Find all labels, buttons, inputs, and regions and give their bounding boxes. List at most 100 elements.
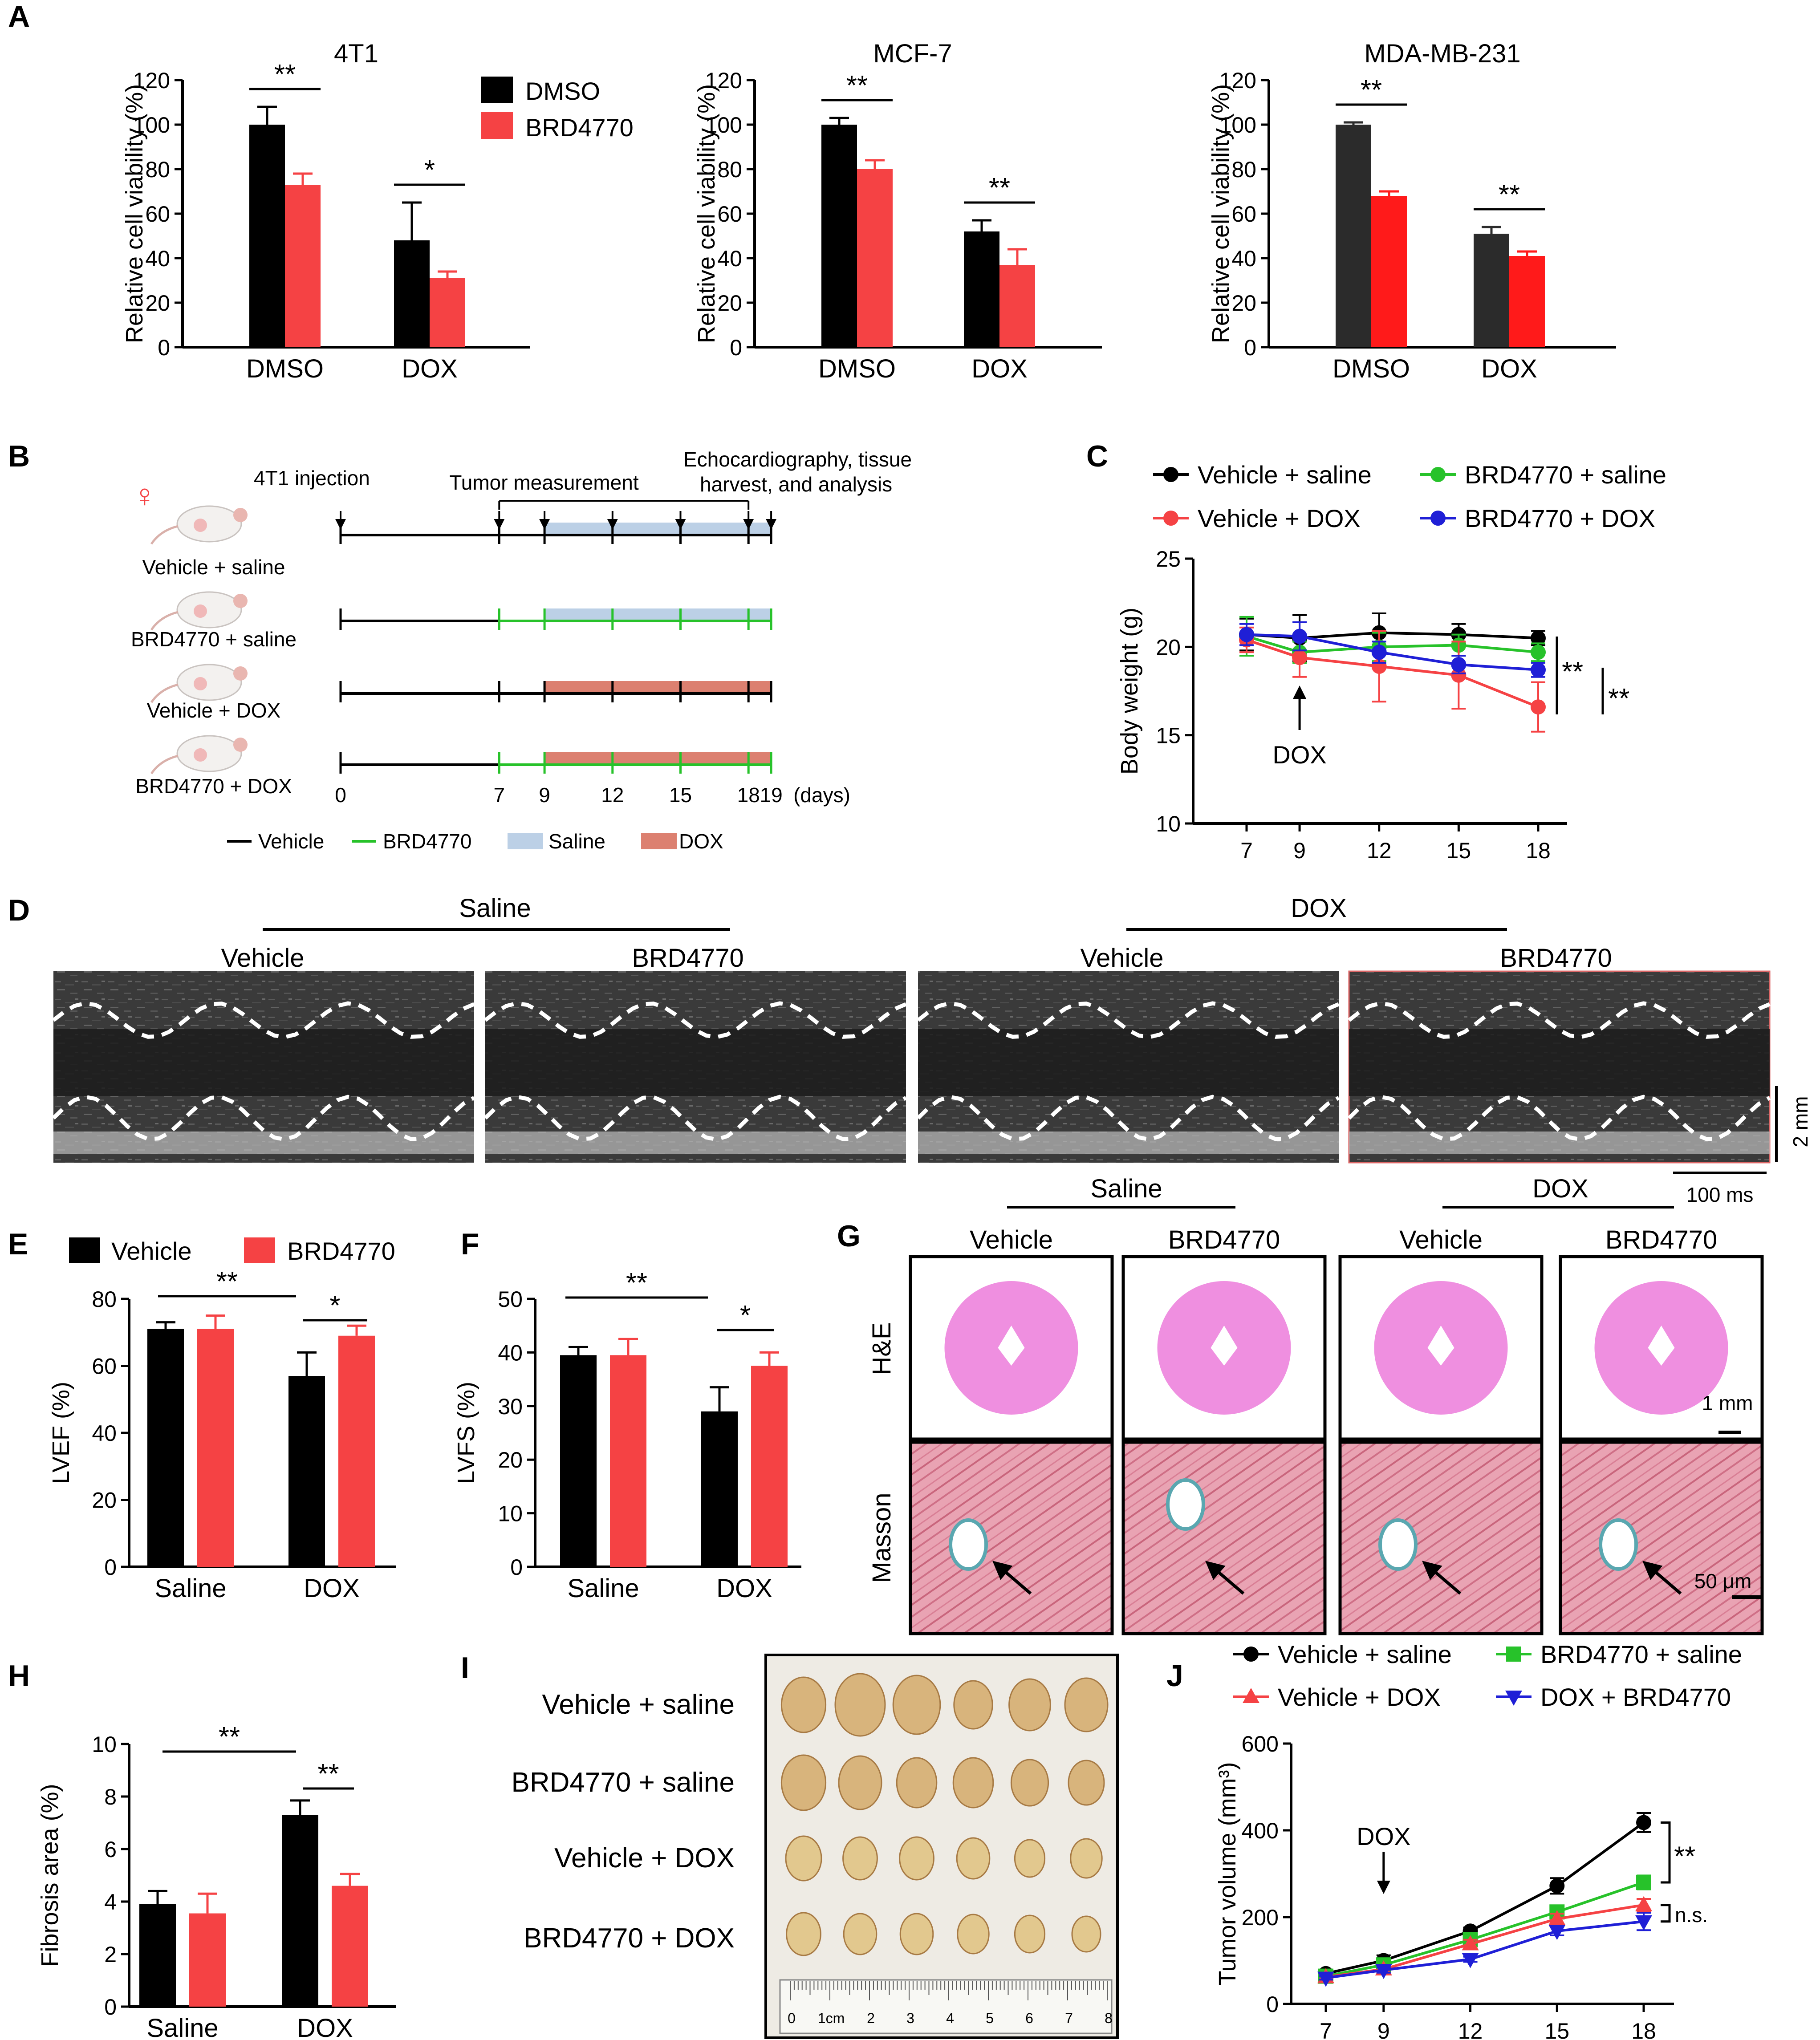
scale-label-1mm: 1 mm xyxy=(1702,1391,1753,1415)
day-label: 7 xyxy=(494,783,505,807)
x-category-label: DOX xyxy=(716,1574,772,1603)
mouse-tail-icon xyxy=(150,611,179,631)
data-point xyxy=(1462,1953,1479,1968)
bar-dmso xyxy=(249,125,285,347)
vessel-fibrosis xyxy=(1378,1518,1418,1571)
y-axis-label: Relative cell viability (%) xyxy=(121,84,148,343)
injection-label: 4T1 injection xyxy=(254,466,370,490)
data-point xyxy=(1292,629,1308,644)
data-point xyxy=(1635,1915,1652,1930)
tumor-sample xyxy=(780,1676,827,1733)
mouse-ear-icon xyxy=(233,666,248,681)
endocardial-border-bottom xyxy=(916,1095,1340,1142)
echo-image-label: BRD4770 xyxy=(1500,944,1612,973)
tumor-sample xyxy=(899,1836,934,1881)
series-line-brd4770-dox xyxy=(1246,633,1539,671)
data-point xyxy=(1375,1963,1392,1979)
ruler-label: 3 xyxy=(906,2010,914,2026)
y-tick-label: 4 xyxy=(104,1890,117,1914)
tumor-sample xyxy=(1008,1678,1051,1732)
x-tick-label: 12 xyxy=(1367,838,1392,863)
column-label: Vehicle xyxy=(1399,1225,1483,1254)
x-category-label: DMSO xyxy=(818,354,896,383)
vessel-fibrosis xyxy=(1599,1518,1638,1571)
bar-brd4770 xyxy=(1371,196,1407,347)
legend-label-dox-brd4770: DOX + BRD4770 xyxy=(1540,1683,1731,1711)
data-point xyxy=(1636,1815,1651,1830)
ruler-label: 5 xyxy=(986,2010,994,2026)
y-tick-label: 0 xyxy=(1266,1992,1279,2017)
ventricle-lumen xyxy=(998,1326,1025,1366)
y-tick-label: 2 xyxy=(104,1942,117,1967)
female-symbol-icon: ♀ xyxy=(133,478,157,514)
tumor-sample xyxy=(1070,1838,1103,1879)
echo-label-line-2: harvest, and analysis xyxy=(700,473,892,496)
y-tick-label: 0 xyxy=(104,1995,117,2020)
bar-dmso xyxy=(1336,125,1371,347)
x-tick-label: 15 xyxy=(1544,2019,1569,2040)
legend-label-brd4770-saline: BRD4770 + saline xyxy=(1540,1640,1742,1668)
significance-label: * xyxy=(329,1290,340,1321)
x-category-label: Saline xyxy=(567,1574,639,1603)
bar-vehicle xyxy=(147,1329,184,1567)
y-tick-label: 60 xyxy=(1231,202,1256,227)
saline-bar xyxy=(544,523,772,534)
legend-label-brd4770-saline: BRD4770 + saline xyxy=(1465,461,1666,489)
fibrosis-arrow xyxy=(1205,1561,1245,1595)
significance-label: ** xyxy=(1562,657,1583,687)
chart-e-lvef: Vehicle BRD4770 0 20 40 60 80 LVEF (%) Saline DOX… xyxy=(48,1237,396,1603)
bar-brd4770 xyxy=(338,1335,375,1567)
group-label-saline: Saline xyxy=(459,894,531,923)
scale-label-2mm: 2 mm xyxy=(1789,1096,1812,1148)
legend-swatch-dmso xyxy=(481,77,513,103)
tumor-sample xyxy=(843,1913,878,1955)
x-tick-label: 7 xyxy=(1240,838,1253,863)
endocardial-border-bottom xyxy=(1347,1095,1771,1142)
bar-dmso xyxy=(1474,234,1509,347)
legend-swatch-dox xyxy=(641,833,677,849)
ventricle-lumen xyxy=(1211,1326,1238,1366)
y-tick-label: 40 xyxy=(717,246,742,271)
group-label: BRD4770 + saline xyxy=(131,628,297,651)
significance-label: * xyxy=(740,1300,751,1331)
panel-label-f: F xyxy=(461,1227,479,1261)
y-tick-label: 0 xyxy=(730,335,742,360)
masson-image xyxy=(1121,1440,1327,1635)
y-tick-label: 40 xyxy=(498,1340,523,1365)
tumor-row-label: BRD4770 + saline xyxy=(512,1767,735,1798)
y-tick-label: 30 xyxy=(498,1394,523,1419)
echo-chamber xyxy=(1349,1029,1770,1096)
y-tick-label: 20 xyxy=(92,1488,117,1513)
significance-label: ** xyxy=(1361,75,1382,105)
bar-vehicle xyxy=(560,1355,597,1567)
data-point xyxy=(1292,650,1308,665)
data-point xyxy=(1506,1647,1521,1662)
mouse-icon xyxy=(176,505,242,543)
tumor-sample xyxy=(1071,1915,1101,1953)
y-tick-label: 20 xyxy=(1231,291,1256,316)
x-category-label: Saline xyxy=(146,2014,218,2040)
echo-wall xyxy=(53,1132,474,1154)
echo-wall xyxy=(918,1132,1339,1154)
echo-chamber xyxy=(918,1029,1339,1096)
ruler-label: 0 xyxy=(788,2010,796,2026)
panel-label-b: B xyxy=(8,439,30,473)
group-label-dox: DOX xyxy=(1291,894,1347,923)
bar-brd4770 xyxy=(999,265,1035,347)
y-tick-label: 50 xyxy=(498,1287,523,1312)
x-category-label: DOX xyxy=(297,2014,353,2040)
x-tick-label: 9 xyxy=(1377,2019,1390,2040)
masson-image xyxy=(909,1440,1114,1635)
y-tick-label: 400 xyxy=(1242,1818,1279,1843)
echo-label-line-1: Echocardiography, tissue xyxy=(683,448,912,471)
legend-label-brd4770: BRD4770 xyxy=(383,830,471,853)
legend-label-brd4770: BRD4770 xyxy=(525,114,634,142)
significance-label: ** xyxy=(219,1722,240,1752)
bar-vehicle xyxy=(288,1376,325,1567)
significance-label: ** xyxy=(1499,179,1520,210)
significance-label: ** xyxy=(317,1759,339,1789)
dox-arrow-label: DOX xyxy=(1272,741,1326,769)
